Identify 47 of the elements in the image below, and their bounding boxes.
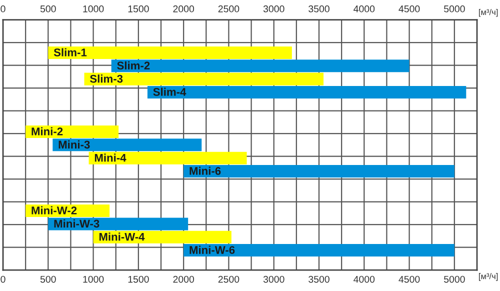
x-axis-title: [м³/ч] (479, 273, 498, 281)
bar (147, 86, 466, 98)
x2-tick-label: 2000 (173, 5, 194, 12)
bar (52, 138, 202, 152)
x-tick-label: 0 (0, 276, 6, 283)
y-tick-label: Mini-4 (94, 154, 126, 162)
y-tick-label: Mini-2 (32, 127, 63, 136)
bar (93, 230, 232, 244)
x2-tick-label: 3500 (308, 5, 330, 12)
y-tick-label: Slim-2 (117, 61, 150, 70)
y-tick-label: Mini-W-3 (54, 219, 100, 228)
y-tick-label: Mini-W-6 (190, 246, 235, 254)
x-tick-label: 1000 (83, 276, 104, 283)
x2-tick-label: 2500 (218, 5, 240, 12)
bar (184, 165, 454, 178)
y-tick-label: Mini-6 (190, 166, 221, 175)
x2-tick-label: 1500 (128, 5, 149, 12)
x2-tick-label: 1000 (83, 5, 104, 12)
x2-tick-label: 500 (40, 5, 56, 12)
x-tick-label: 2500 (218, 276, 240, 283)
bar (111, 60, 410, 72)
bar (84, 72, 324, 86)
x2-tick-label: 4000 (354, 5, 375, 12)
x2-tick-label: 0 (0, 5, 6, 12)
x-tick-label: 1500 (128, 276, 149, 283)
x-tick-label: 3500 (308, 276, 330, 283)
y-tick-label: Slim-1 (54, 48, 87, 56)
y-tick-label: Slim-3 (90, 74, 123, 83)
y-tick-label: Mini-W-4 (99, 232, 145, 241)
x-tick-label: 500 (40, 276, 56, 283)
x-tick-label: 3000 (263, 276, 284, 283)
y-tick-label: Slim-4 (153, 88, 186, 96)
y-tick-label: Mini-W-2 (32, 206, 77, 214)
bar (88, 152, 247, 164)
bar (26, 125, 119, 138)
x-tick-label: 4000 (354, 276, 375, 283)
y-tick-label: Mini-3 (58, 140, 90, 149)
bar (184, 244, 454, 257)
x2-tick-label: 5000 (444, 5, 465, 12)
bar (48, 218, 188, 230)
x2-tick-label: 3000 (263, 5, 284, 12)
x-tick-label: 5000 (444, 276, 465, 283)
x2-tick-label: 4500 (398, 5, 420, 12)
x2-axis-title: [м³/ч] (479, 9, 498, 17)
x-tick-label: 4500 (398, 276, 420, 283)
x-tick-label: 2000 (173, 276, 194, 283)
bar (48, 46, 292, 59)
